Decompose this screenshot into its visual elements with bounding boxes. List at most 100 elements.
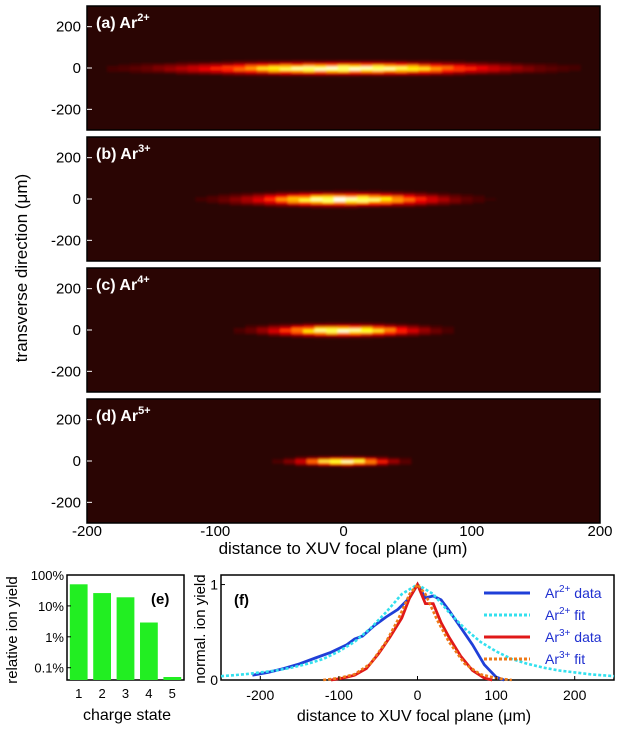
heatmap-cell: [199, 70, 212, 73]
heatmap-cell: [426, 201, 439, 204]
heatmap-cell: [395, 71, 408, 74]
heatmap-cell: [318, 457, 331, 460]
heatmap-x-tick-label: -200: [72, 523, 102, 540]
heatmap-cell: [280, 324, 293, 327]
heatmap-cell: [291, 332, 304, 335]
heatmap-cell: [306, 455, 320, 458]
heatmap-cell: [241, 196, 254, 199]
heatmap-cell: [264, 195, 277, 198]
heatmap-cell: [187, 61, 200, 64]
heatmap-cell: [280, 62, 293, 65]
panel-f-y-ticks: 01: [210, 577, 225, 688]
heatmap-cell: [395, 330, 408, 333]
heatmap-cell: [218, 199, 231, 202]
heatmap-x-tick-label: 0: [339, 523, 347, 540]
panel-f-y-tick-label: 0: [210, 672, 218, 688]
heatmap-y-tick-label: -200: [51, 101, 81, 118]
heatmap-cell: [310, 196, 323, 199]
heatmap-cell: [430, 330, 443, 333]
heatmap-cell: [414, 198, 427, 201]
heatmap-cell: [153, 67, 166, 70]
heatmap-cell: [487, 61, 500, 64]
heatmap-cell: [256, 68, 270, 71]
heatmap-cell: [299, 198, 312, 201]
heatmap-cell: [141, 71, 154, 74]
panel-e-x-ticks: 1 2 3 4 5: [75, 686, 176, 701]
heatmap-cell: [291, 67, 304, 70]
heatmap-cell: [291, 73, 304, 76]
heatmap-cell: [372, 74, 385, 77]
heatmap-cell: [303, 335, 316, 338]
heatmap-cell: [383, 62, 397, 65]
heatmap-cell: [368, 201, 381, 204]
heatmap-cell: [522, 67, 535, 70]
heatmap-cell: [303, 73, 316, 76]
heatmap-cell: [368, 204, 381, 207]
heatmap-cell: [441, 70, 454, 73]
heatmap-cell: [356, 196, 370, 199]
heatmap-cell: [264, 202, 277, 205]
heatmap-cell: [395, 73, 408, 76]
heatmap-cell: [341, 466, 354, 469]
heatmap-cell: [372, 322, 385, 325]
heatmap-cell: [460, 198, 473, 201]
heatmap-cell: [195, 198, 208, 201]
heatmap-y-tick-label: 0: [73, 453, 81, 470]
heatmap-cell: [383, 68, 397, 71]
heatmap-cell: [256, 67, 270, 70]
heatmap-cell: [414, 202, 427, 205]
heatmap-cell: [268, 329, 281, 332]
heatmap-cell: [229, 199, 243, 202]
heatmap-cell: [303, 67, 316, 70]
heatmap-cell: [245, 65, 258, 68]
heatmap-cell: [360, 324, 373, 327]
heatmap-cell: [106, 65, 120, 68]
heatmap-cell: [303, 71, 316, 74]
heatmap-cell: [106, 70, 120, 73]
heatmap-cell: [453, 62, 466, 65]
heatmap-cell: [441, 326, 454, 329]
heatmap-cell: [326, 73, 339, 76]
heatmap-cell: [380, 199, 393, 202]
heatmap-cell: [299, 205, 312, 208]
heatmap-cell: [295, 457, 308, 460]
legend-label-charge: 3+: [559, 650, 571, 661]
heatmap-cell: [391, 198, 404, 201]
heatmap-cell: [268, 327, 281, 330]
heatmap-cell: [372, 326, 385, 329]
heatmap-cell: [314, 64, 327, 67]
heatmap-cell: [287, 195, 300, 198]
heatmap-cell: [218, 202, 231, 205]
heatmap-cell: [206, 195, 220, 198]
heatmap-cell: [291, 71, 304, 74]
charge-bar: [69, 584, 88, 680]
heatmap-cell: [403, 191, 416, 194]
heatmap-cell: [314, 74, 327, 77]
panel-e-x-tick-label: 1: [75, 686, 82, 701]
heatmap-cell: [326, 67, 339, 70]
heatmap-cell: [437, 199, 450, 202]
heatmap-cell: [349, 332, 362, 335]
heatmap-cell: [418, 73, 431, 76]
heatmap-cell: [449, 199, 462, 202]
heatmap-cell: [222, 65, 235, 68]
heatmap-cell: [341, 463, 354, 466]
heatmap-cell: [437, 195, 450, 198]
heatmap-cell: [299, 199, 312, 202]
heatmap-cell: [453, 74, 466, 77]
heatmap-cell: [333, 201, 347, 204]
heatmap-cell: [395, 60, 408, 63]
heatmap-cell: [464, 68, 477, 71]
heatmap-cell: [349, 71, 362, 74]
heatmap-cell: [476, 64, 489, 67]
heatmap-cell: [256, 333, 270, 336]
heatmap-cell: [253, 198, 266, 201]
heatmap-cell: [268, 332, 281, 335]
panel-f-y-tick-label: 1: [210, 577, 218, 593]
heatmap-cell: [141, 68, 154, 71]
heatmap-cell: [153, 65, 166, 68]
heatmap-cell: [291, 335, 304, 338]
heatmap-cell: [337, 333, 350, 336]
heatmap-cell: [380, 191, 393, 194]
legend-label: Ar3+ fit: [545, 650, 585, 667]
